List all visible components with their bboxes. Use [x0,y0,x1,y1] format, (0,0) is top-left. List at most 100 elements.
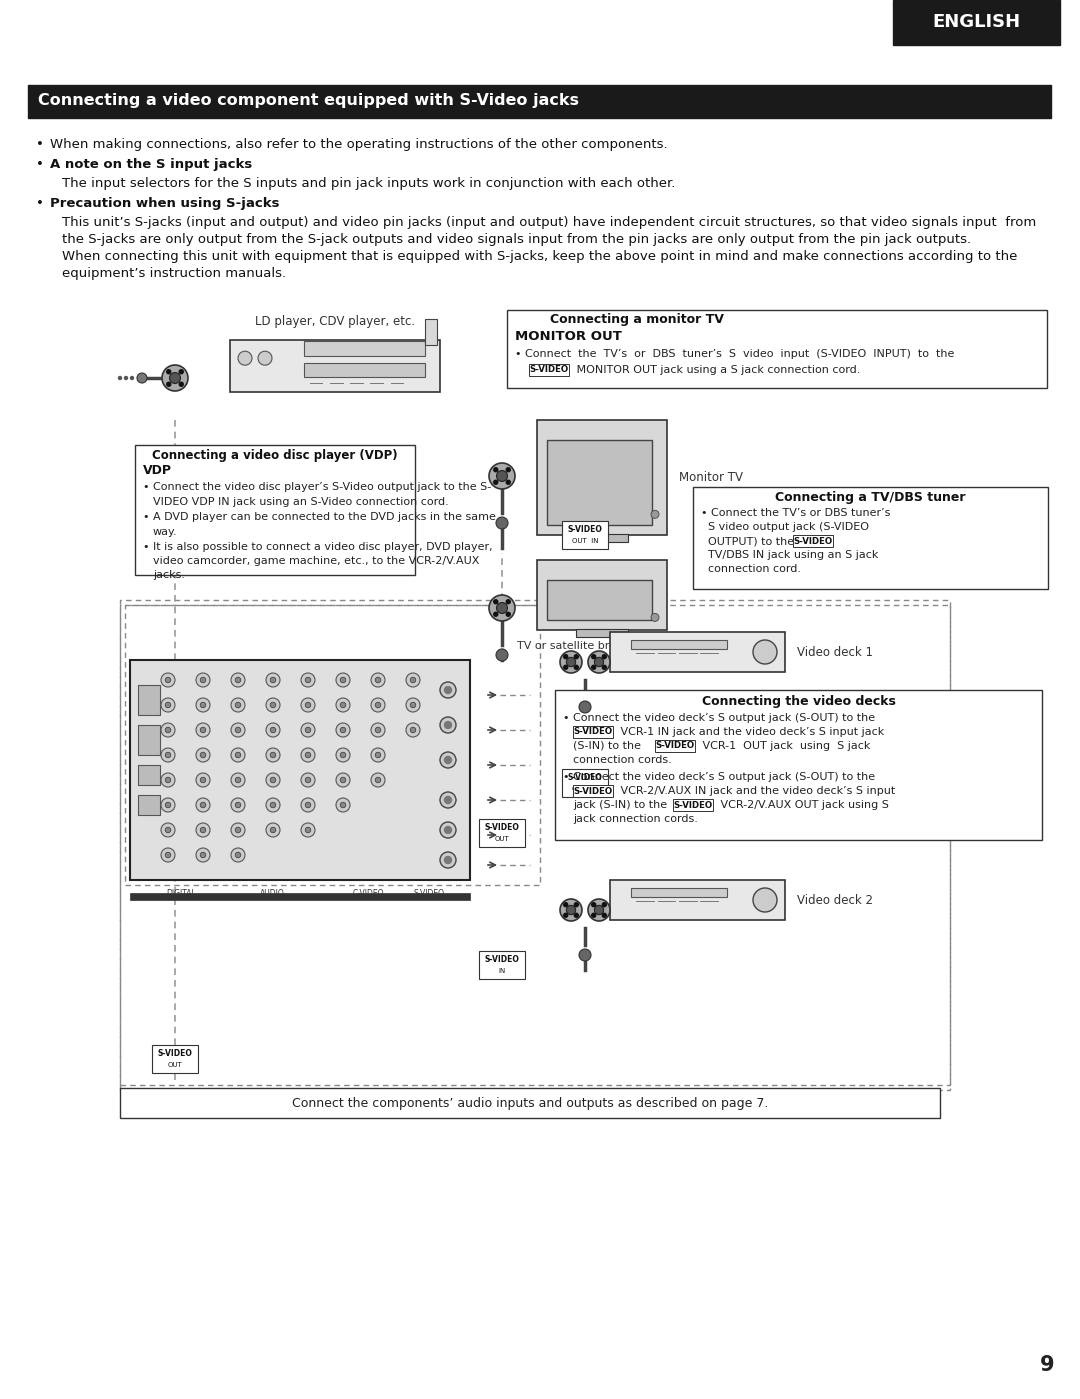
Circle shape [336,723,350,737]
Circle shape [165,753,171,758]
Circle shape [195,698,210,712]
Circle shape [306,802,311,807]
Circle shape [440,718,456,733]
Circle shape [445,722,451,729]
Circle shape [564,655,568,659]
Circle shape [131,376,134,379]
Circle shape [235,827,241,832]
Circle shape [161,774,175,788]
Text: S-VIDEO: S-VIDEO [414,888,445,898]
Circle shape [575,902,578,907]
Circle shape [301,774,315,788]
Circle shape [165,778,171,783]
Bar [537,560,667,630]
Circle shape [375,753,381,758]
Bar [693,487,1048,589]
Bar [480,951,525,979]
Bar [610,880,785,921]
Text: S-VIDEO: S-VIDEO [573,786,612,796]
Circle shape [266,723,280,737]
Text: Connecting a video component equipped with S-Video jacks: Connecting a video component equipped wi… [38,94,579,109]
Text: ENGLISH: ENGLISH [932,13,1021,31]
Circle shape [270,702,275,708]
Circle shape [306,677,311,683]
Circle shape [336,698,350,712]
Circle shape [566,905,576,915]
Bar [573,785,613,797]
Circle shape [301,797,315,811]
Circle shape [165,702,171,708]
Circle shape [270,677,275,683]
Text: Connecting a video disc player (VDP): Connecting a video disc player (VDP) [152,449,397,462]
Circle shape [266,698,280,712]
Circle shape [301,823,315,837]
Bar [537,420,667,534]
Circle shape [497,603,508,613]
Circle shape [235,778,241,783]
Text: VDP: VDP [143,464,172,477]
Text: OUT: OUT [167,1062,183,1069]
Text: Connecting a TV/DBS tuner: Connecting a TV/DBS tuner [775,491,966,504]
Circle shape [579,949,591,961]
Circle shape [588,900,610,921]
Circle shape [603,914,606,918]
Text: DIGITAL: DIGITAL [166,888,195,898]
Circle shape [306,727,311,733]
Text: When connecting this unit with equipment that is equipped with S-jacks, keep the: When connecting this unit with equipment… [62,250,1017,263]
Bar [130,893,470,900]
Circle shape [258,351,272,365]
Text: AUDIO: AUDIO [260,888,285,898]
Text: IN: IN [498,968,505,974]
Circle shape [336,774,350,788]
Text: • Connect the video deck’s S output jack (S-OUT) to the: • Connect the video deck’s S output jack… [563,772,875,782]
Bar [138,795,160,816]
Text: The input selectors for the S inputs and pin jack inputs work in conjunction wit: The input selectors for the S inputs and… [62,178,675,190]
Circle shape [231,748,245,762]
Circle shape [336,748,350,762]
Text: Connect the components’ audio inputs and outputs as described on page 7.: Connect the components’ audio inputs and… [292,1097,768,1109]
Circle shape [594,658,604,666]
Circle shape [301,723,315,737]
Text: MONITOR OUT jack using a S jack connection cord.: MONITOR OUT jack using a S jack connecti… [573,365,861,375]
Text: (S-IN) to the: (S-IN) to the [573,741,645,751]
Circle shape [445,796,451,803]
Circle shape [161,698,175,712]
Circle shape [165,727,171,733]
Circle shape [195,748,210,762]
Circle shape [406,698,420,712]
Bar [631,888,727,897]
Circle shape [603,902,606,907]
Text: VCR-1  OUT jack  using  S jack: VCR-1 OUT jack using S jack [699,741,870,751]
Text: jacks.: jacks. [153,569,185,581]
Circle shape [165,852,171,858]
Circle shape [195,673,210,687]
Bar [230,340,440,392]
Circle shape [306,778,311,783]
Circle shape [200,778,206,783]
Circle shape [235,727,241,733]
Circle shape [410,727,416,733]
Bar [893,0,1059,45]
Text: S-VIDEO: S-VIDEO [485,824,519,832]
Circle shape [494,613,498,616]
Circle shape [270,727,275,733]
Bar [610,632,785,672]
Circle shape [231,797,245,811]
Text: TV/DBS IN jack using an S jack: TV/DBS IN jack using an S jack [701,550,878,560]
Circle shape [301,748,315,762]
Circle shape [507,467,510,471]
Bar [138,686,160,715]
Bar [673,799,713,811]
Text: S-VIDEO: S-VIDEO [674,800,713,810]
Circle shape [406,673,420,687]
Circle shape [651,511,659,518]
Bar [480,818,525,846]
Circle shape [507,600,510,604]
Text: way.: way. [153,527,177,537]
Bar [120,604,950,1086]
Bar [28,85,1051,118]
Circle shape [306,753,311,758]
Circle shape [162,365,188,390]
Bar [631,639,727,649]
Circle shape [579,701,591,713]
